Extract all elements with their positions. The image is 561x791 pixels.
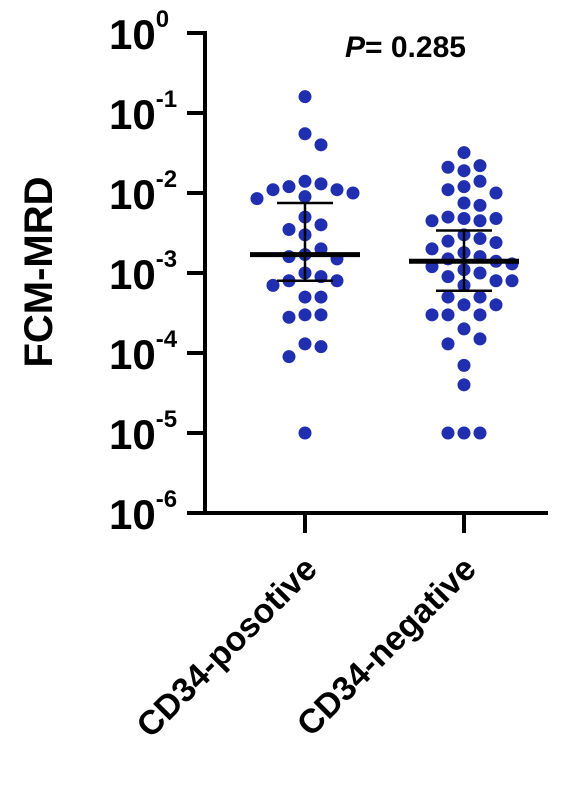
data-point: [282, 180, 296, 194]
y-tick-base: 10: [109, 331, 156, 378]
y-tick-base: 10: [109, 11, 156, 58]
data-point: [314, 308, 328, 322]
p-value-symbol: P: [345, 31, 366, 64]
p-value-annotation: P= 0.285: [345, 31, 466, 64]
data-point: [473, 290, 487, 304]
data-point: [298, 426, 312, 440]
data-point: [457, 146, 471, 160]
data-point: [298, 337, 312, 351]
data-point: [314, 177, 328, 191]
y-tick-exponent: -4: [156, 326, 178, 353]
y-tick-label: 10-2: [109, 166, 177, 218]
data-point: [505, 274, 519, 288]
data-point: [314, 138, 328, 152]
data-point: [489, 212, 503, 226]
data-point: [489, 298, 503, 312]
data-point: [282, 222, 296, 236]
data-point: [473, 159, 487, 173]
y-tick-exponent: 0: [156, 6, 169, 33]
data-point: [330, 183, 344, 197]
data-point: [457, 322, 471, 336]
data-point: [298, 174, 312, 188]
data-point: [425, 308, 439, 322]
data-point: [441, 160, 455, 174]
data-point: [282, 350, 296, 364]
p-value-text: = 0.285: [365, 31, 466, 64]
data-point: [457, 180, 471, 194]
y-tick-label: 100: [109, 6, 169, 58]
data-points: [250, 90, 519, 440]
y-axis-title: FCM-MRD: [17, 176, 61, 367]
data-point: [298, 308, 312, 322]
data-point: [457, 212, 471, 226]
data-point: [441, 183, 455, 197]
y-tick-exponent: -5: [156, 406, 177, 433]
y-tick-label: 10-5: [109, 406, 177, 458]
data-point: [457, 378, 471, 392]
error-bars: [250, 201, 519, 292]
data-point: [473, 332, 487, 346]
data-point: [425, 242, 439, 256]
data-point: [298, 127, 312, 141]
data-point: [441, 234, 455, 248]
data-point: [473, 174, 487, 188]
data-point: [457, 426, 471, 440]
data-point: [441, 337, 455, 351]
y-tick-base: 10: [109, 171, 156, 218]
data-point: [425, 214, 439, 228]
data-point: [282, 310, 296, 324]
data-point: [250, 192, 264, 206]
y-tick-base: 10: [109, 411, 156, 458]
data-point: [266, 183, 280, 197]
data-point: [489, 274, 503, 288]
y-tick-exponent: -2: [156, 166, 177, 193]
data-point: [266, 278, 280, 292]
data-point: [441, 290, 455, 304]
data-point: [441, 426, 455, 440]
data-point: [473, 231, 487, 245]
data-point: [473, 198, 487, 212]
data-point: [457, 358, 471, 372]
y-tick-base: 10: [109, 491, 156, 538]
data-point: [473, 426, 487, 440]
y-tick-exponent: -6: [156, 486, 177, 513]
data-point: [314, 290, 328, 304]
y-tick-exponent: -3: [156, 246, 177, 273]
y-tick-label: 10-4: [109, 326, 178, 378]
y-tick-exponent: -1: [156, 86, 177, 113]
data-point: [473, 308, 487, 322]
data-point: [298, 190, 312, 204]
data-point: [298, 90, 312, 104]
data-point: [314, 218, 328, 232]
y-tick-label: 10-1: [109, 86, 177, 138]
data-point: [489, 186, 503, 200]
data-point: [441, 210, 455, 224]
data-point: [473, 266, 487, 280]
data-point: [473, 214, 487, 228]
data-point: [457, 164, 471, 178]
data-point: [346, 186, 360, 200]
data-point: [457, 196, 471, 210]
y-tick-base: 10: [109, 91, 156, 138]
y-tick-label: 10-6: [109, 486, 177, 538]
y-tick-base: 10: [109, 251, 156, 298]
data-point: [298, 290, 312, 304]
data-point: [441, 308, 455, 322]
y-tick-label: 10-3: [109, 246, 177, 298]
data-point: [330, 274, 344, 288]
data-point: [489, 236, 503, 250]
data-point: [457, 298, 471, 312]
data-point: [314, 340, 328, 354]
data-point: [441, 270, 455, 284]
